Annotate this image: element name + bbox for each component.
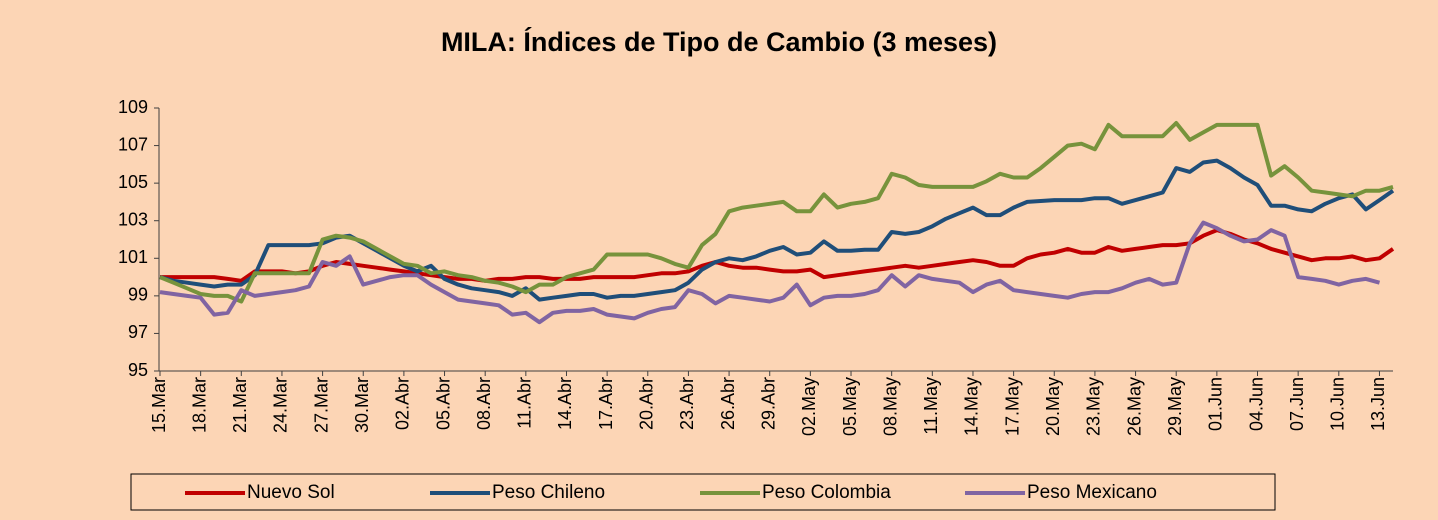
x-tick-label: 07.Jun: [1287, 377, 1307, 431]
x-tick-label: 11.Abr: [515, 377, 535, 429]
x-tick-label: 08.Abr: [474, 377, 494, 430]
legend-label: Peso Mexicano: [1027, 482, 1157, 503]
series-line: [160, 228, 1395, 283]
x-tick-label: 10.Jun: [1328, 377, 1348, 431]
x-tick-label: 15.Mar: [149, 377, 169, 433]
x-tick-label: 21.Mar: [230, 377, 250, 433]
legend-label: Peso Chileno: [492, 482, 605, 503]
x-tick-label: 20.Abr: [637, 377, 657, 430]
x-tick-label: 27.Mar: [311, 377, 331, 433]
x-tick-label: 18.Mar: [189, 377, 209, 433]
x-tick-label: 01.Jun: [1206, 377, 1226, 431]
x-tick-label: 29.Abr: [758, 377, 778, 430]
y-tick-label: 105: [118, 172, 148, 192]
x-tick-label: 14.May: [962, 377, 982, 436]
y-tick-label: 101: [118, 247, 148, 267]
series-line: [159, 158, 1395, 302]
x-tick-label: 17.Abr: [596, 377, 616, 430]
x-tick-label: 29.May: [1165, 377, 1185, 436]
x-tick-label: 13.Jun: [1368, 377, 1388, 431]
x-tick-label: 05.Abr: [433, 377, 453, 430]
legend-label: Nuevo Sol: [247, 482, 335, 503]
x-tick-label: 02.May: [799, 377, 819, 436]
y-tick-label: 109: [118, 97, 148, 117]
x-tick-label: 26.May: [1124, 377, 1144, 436]
y-tick-label: 95: [128, 360, 148, 380]
y-tick-label: 97: [128, 322, 148, 342]
y-tick-label: 107: [118, 134, 148, 154]
x-tick-label: 26.Abr: [718, 377, 738, 430]
x-tick-label: 14.Abr: [555, 377, 575, 430]
y-tick-label: 103: [118, 209, 148, 229]
x-tick-label: 02.Abr: [393, 377, 413, 430]
x-tick-label: 30.Mar: [352, 377, 372, 433]
legend-label: Peso Colombia: [762, 482, 891, 503]
chart-title: MILA: Índices de Tipo de Cambio (3 meses…: [441, 26, 997, 57]
x-tick-label: 20.May: [1043, 377, 1063, 436]
x-tick-label: 24.Mar: [271, 377, 291, 433]
series-line: [159, 220, 1381, 325]
x-tick-label: 11.May: [921, 377, 941, 435]
x-tick-label: 17.May: [1002, 377, 1022, 436]
x-tick-label: 23.May: [1084, 377, 1104, 436]
legend-box: [130, 473, 1276, 511]
x-tick-label: 05.May: [840, 377, 860, 436]
x-tick-label: 04.Jun: [1246, 377, 1266, 431]
x-tick-label: 08.May: [880, 377, 900, 436]
x-tick-label: 23.Abr: [677, 377, 697, 430]
y-tick-label: 99: [128, 285, 148, 305]
series-line: [159, 121, 1394, 304]
